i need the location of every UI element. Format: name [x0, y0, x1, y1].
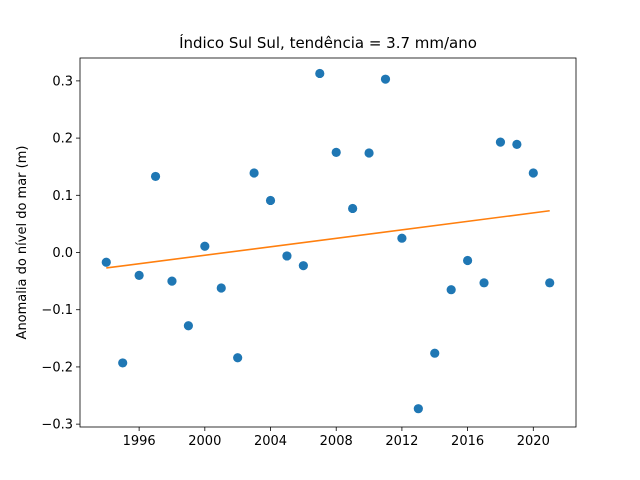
- y-tick-label: −0.1: [41, 303, 73, 318]
- data-point: [512, 139, 522, 149]
- x-tick-label: 2020: [517, 434, 550, 449]
- x-tick-label: 2008: [320, 434, 353, 449]
- data-point: [134, 270, 144, 280]
- x-axis: 1996 2000 2004 2008 2012 2016 2020: [123, 427, 550, 449]
- y-tick-label: −0.3: [41, 418, 73, 433]
- data-point: [397, 233, 407, 243]
- data-point: [150, 171, 161, 182]
- data-point: [348, 203, 358, 214]
- data-point: [233, 353, 243, 363]
- data-point: [413, 404, 423, 414]
- x-tick-label: 2000: [188, 434, 221, 449]
- data-point: [463, 255, 473, 266]
- chart-title: Índico Sul Sul, tendência = 3.7 mm/ano: [179, 33, 477, 52]
- trend-line: [106, 209, 550, 269]
- y-tick-label: 0.2: [52, 132, 73, 147]
- data-point: [380, 74, 391, 84]
- data-point: [446, 285, 456, 295]
- data-point: [183, 321, 193, 331]
- data-point: [430, 348, 440, 358]
- plot-marks: [101, 68, 555, 414]
- data-point: [545, 278, 555, 288]
- data-point: [364, 148, 374, 158]
- data-point: [315, 68, 325, 79]
- y-tick-label: 0.1: [52, 189, 73, 204]
- x-tick-label: 2012: [385, 434, 418, 449]
- plot-frame: [79, 57, 577, 428]
- y-axis-title: Anomalia do nível do mar (m): [15, 146, 30, 340]
- data-point: [216, 283, 226, 293]
- y-tick-label: −0.2: [41, 360, 73, 375]
- data-point: [298, 261, 308, 271]
- data-point: [479, 278, 489, 288]
- data-point: [101, 257, 111, 267]
- x-tick-label: 2016: [451, 434, 484, 449]
- data-point: [167, 276, 177, 286]
- x-tick-label: 2004: [254, 434, 287, 449]
- y-axis: −0.3 −0.2 −0.1 0.0 0.1 0.2 0.3: [41, 74, 80, 433]
- data-point: [249, 168, 259, 178]
- data-point: [265, 195, 276, 206]
- data-point: [282, 251, 292, 261]
- data-point: [528, 168, 538, 178]
- data-point: [331, 147, 341, 157]
- y-tick-label: 0.0: [52, 246, 73, 261]
- data-point: [118, 358, 128, 368]
- x-tick-label: 1996: [123, 434, 156, 449]
- data-point: [200, 241, 210, 251]
- y-tick-label: 0.3: [52, 74, 73, 89]
- data-point: [495, 137, 506, 147]
